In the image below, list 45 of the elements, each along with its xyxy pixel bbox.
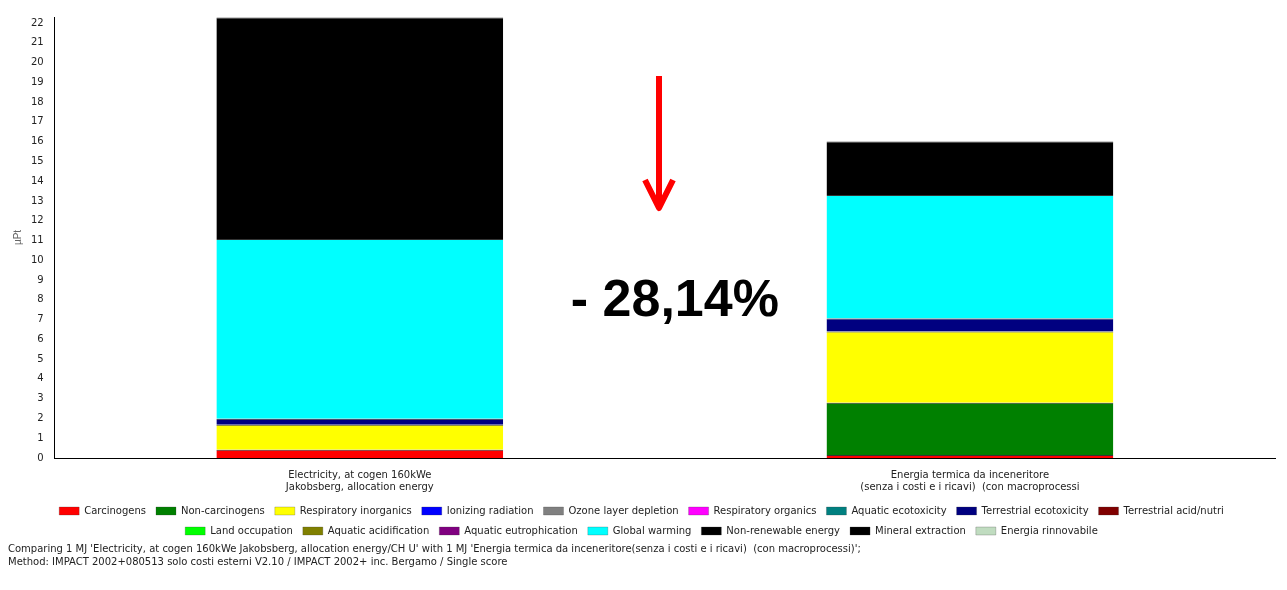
y-tick-label: 11 xyxy=(30,234,44,246)
legend-label: Aquatic acidification xyxy=(327,524,430,536)
y-tick-label: 9 xyxy=(37,273,44,285)
y-tick-label: 8 xyxy=(37,293,44,305)
annotation: - 28,14% xyxy=(570,269,779,328)
y-tick-label: 16 xyxy=(30,135,44,147)
y-tick-label: 10 xyxy=(30,253,44,265)
y-tick-label: 19 xyxy=(30,75,44,87)
y-axis-title: µPt xyxy=(11,229,23,246)
legend-label: Aquatic ecotoxicity xyxy=(851,504,947,516)
legend-label: Aquatic eutrophication xyxy=(464,524,578,536)
y-tick-label: 14 xyxy=(30,174,44,186)
legend-label: Global warming xyxy=(612,524,692,536)
y-tick-label: 20 xyxy=(30,56,44,68)
legend-label: Land occupation xyxy=(210,524,293,536)
y-tick-label: 2 xyxy=(37,412,44,424)
y-tick-label: 5 xyxy=(37,352,44,364)
x-tick-label: Electricity, at cogen 160kWe Jakobsberg, allocation energy xyxy=(284,468,434,492)
legend-label: Terrestrial acid/nutri xyxy=(1122,504,1224,516)
legend-label: Carcinogens xyxy=(84,504,146,516)
y-tick-label: 7 xyxy=(37,313,44,325)
y-tick-label: 13 xyxy=(30,194,44,206)
y-tick-label: 0 xyxy=(37,451,44,463)
legend-label: Non-carcinogens xyxy=(180,504,265,516)
y-tick-label: 4 xyxy=(37,372,44,384)
legend-label: Respiratory inorganics xyxy=(299,504,412,516)
legend-label: Non-renewable energy xyxy=(726,524,841,536)
y-tick-label: 1 xyxy=(37,431,44,443)
legend-label: Terrestrial ecotoxicity xyxy=(980,504,1089,516)
x-tick-label: Energia termica da inceneritore (senza i costi e i ricavi) (con macroprocessi xyxy=(860,468,1080,492)
legend-label: Respiratory organics xyxy=(713,504,817,516)
y-tick-label: 21 xyxy=(30,36,44,48)
legend-label: Energia rinnovabile xyxy=(1000,524,1098,536)
y-tick-label: 17 xyxy=(30,115,44,127)
y-tick-label: 15 xyxy=(30,154,44,166)
legend-label: Ionizing radiation xyxy=(446,504,534,516)
text: Comparing 1 MJ 'Electricity, at cogen 160kWe Jakobsberg, allocation energy/CH U' with 1 MJ 'Energia termica da inceneritore(senza i costi e i ricavi) (con macroprocessi)'; xyxy=(8,543,861,554)
legend-label: Ozone layer depletion xyxy=(568,504,679,516)
y-tick-label: 22 xyxy=(30,16,44,28)
y-tick-label: 3 xyxy=(37,392,44,404)
y-tick-label: 12 xyxy=(30,214,44,226)
legend-label: Mineral extraction xyxy=(875,524,966,536)
text: Method: IMPACT 2002+080513 solo costi esterni V2.10 / IMPACT 2002+ inc. Bergamo / Single score xyxy=(8,556,508,567)
y-tick-label: 6 xyxy=(37,332,44,344)
y-tick-label: 18 xyxy=(30,95,44,107)
